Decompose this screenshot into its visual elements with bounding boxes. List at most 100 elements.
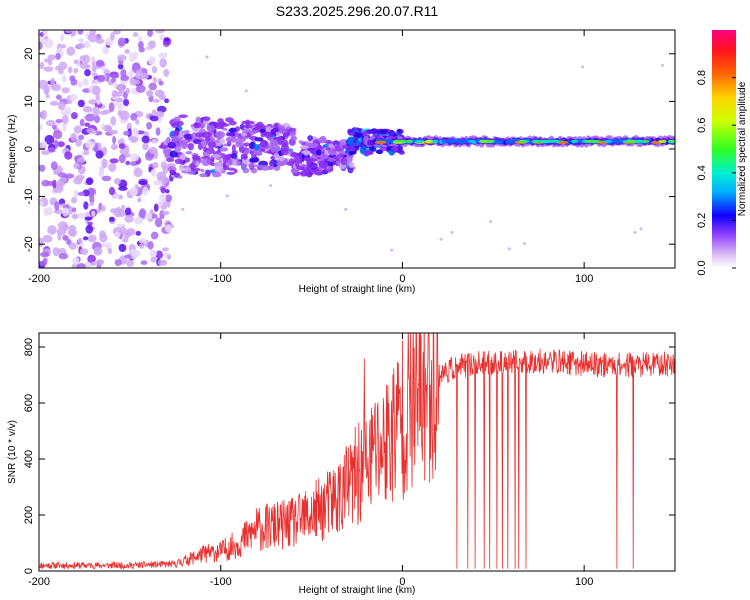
heatmap-cell bbox=[103, 124, 112, 132]
heatmap-cell bbox=[133, 216, 143, 225]
heatmap-cell bbox=[274, 145, 281, 150]
heatmap-cell bbox=[130, 136, 138, 143]
heatmap-cell bbox=[112, 135, 117, 145]
snr-xtick-label: 100 bbox=[575, 576, 593, 588]
spectrogram-ytick-label: -10 bbox=[23, 189, 35, 205]
heatmap-cell bbox=[211, 171, 222, 178]
heatmap-cell bbox=[273, 139, 278, 147]
heatmap-cell bbox=[96, 74, 106, 83]
heatmap-cell bbox=[390, 248, 394, 252]
snr-series bbox=[39, 333, 675, 570]
heatmap-cell bbox=[213, 161, 224, 168]
snr-axes: -200 -100 0 100 800 600 400 200 0 bbox=[23, 333, 675, 588]
heatmap-cell bbox=[570, 139, 579, 143]
heatmap-cell bbox=[125, 87, 131, 95]
heatmap-cell bbox=[278, 129, 288, 134]
heatmap-cell bbox=[114, 231, 121, 238]
heatmap-cell bbox=[138, 238, 147, 244]
colorbar-tick-label: 0.6 bbox=[696, 118, 708, 133]
heatmap-cell bbox=[163, 37, 170, 42]
heatmap-cell bbox=[275, 131, 281, 136]
heatmap-cell bbox=[178, 114, 188, 119]
heatmap-cell bbox=[85, 224, 94, 234]
heatmap-cell bbox=[141, 135, 150, 144]
heatmap-cell bbox=[85, 113, 95, 122]
heatmap-cell bbox=[142, 142, 149, 151]
colorbar-tick-label: 0.4 bbox=[696, 165, 708, 180]
heatmap-cell bbox=[149, 249, 157, 258]
heatmap-cell bbox=[265, 126, 272, 133]
heatmap-cell bbox=[201, 158, 211, 167]
heatmap-cell bbox=[92, 106, 101, 117]
colorbar-tick-label: 0.8 bbox=[696, 70, 708, 85]
heatmap-cell bbox=[260, 148, 266, 152]
heatmap-cell bbox=[149, 115, 159, 122]
heatmap-cell bbox=[507, 247, 511, 251]
heatmap-cell bbox=[299, 145, 309, 150]
heatmap-cell bbox=[129, 186, 138, 197]
heatmap-cell bbox=[236, 160, 241, 166]
heatmap-cell bbox=[355, 140, 361, 146]
heatmap-cell bbox=[241, 157, 250, 165]
heatmap-cell bbox=[84, 122, 91, 127]
heatmap-cell bbox=[47, 225, 57, 235]
heatmap-cell bbox=[72, 207, 77, 213]
heatmap-cell bbox=[254, 164, 261, 168]
heatmap-cell bbox=[131, 127, 139, 137]
heatmap-cell bbox=[91, 210, 96, 217]
heatmap-cell bbox=[163, 68, 170, 77]
heatmap-cell bbox=[399, 139, 408, 143]
heatmap-cell bbox=[478, 139, 487, 143]
heatmap-cell bbox=[45, 119, 56, 127]
heatmap-cell bbox=[171, 224, 175, 228]
heatmap-cell bbox=[159, 94, 166, 101]
heatmap-cell bbox=[72, 256, 80, 266]
heatmap-cell bbox=[580, 65, 584, 69]
heatmap-cell bbox=[295, 161, 300, 168]
heatmap-cell bbox=[193, 122, 202, 129]
heatmap-cell bbox=[110, 208, 117, 214]
heatmap-cell bbox=[306, 169, 311, 174]
heatmap-cell bbox=[126, 228, 136, 236]
heatmap-cell bbox=[83, 64, 91, 69]
heatmap-cell bbox=[151, 109, 157, 117]
heatmap-cell bbox=[307, 135, 313, 141]
heatmap-cell bbox=[150, 256, 157, 263]
heatmap-cell bbox=[66, 46, 76, 56]
heatmap-cell bbox=[122, 237, 129, 243]
heatmap-cell bbox=[100, 65, 107, 71]
heatmap-cell bbox=[118, 195, 123, 200]
heatmap-cell bbox=[151, 213, 158, 219]
heatmap-cell bbox=[120, 68, 127, 78]
heatmap-cell bbox=[305, 166, 312, 171]
heatmap-cell bbox=[148, 146, 158, 155]
snr-xtick-label: 0 bbox=[399, 576, 405, 588]
heatmap-cell bbox=[133, 167, 143, 178]
heatmap-cell bbox=[219, 147, 229, 152]
snr-ytick-label: 400 bbox=[23, 450, 35, 468]
heatmap-cell bbox=[158, 52, 166, 59]
heatmap-cell bbox=[241, 132, 248, 137]
heatmap-cell bbox=[76, 43, 86, 49]
heatmap-cell bbox=[138, 46, 146, 53]
heatmap-cell bbox=[167, 141, 177, 149]
heatmap-cell bbox=[52, 129, 63, 140]
heatmap-cell bbox=[39, 32, 44, 37]
heatmap-cell bbox=[68, 242, 77, 250]
heatmap-cell bbox=[200, 168, 205, 173]
heatmap-cell bbox=[270, 156, 276, 160]
heatmap-cell bbox=[604, 139, 613, 143]
heatmap-cell bbox=[220, 122, 227, 126]
heatmap-cell bbox=[273, 137, 279, 141]
heatmap-cell bbox=[42, 234, 53, 243]
heatmap-cell bbox=[225, 132, 236, 137]
heatmap-cell bbox=[87, 254, 96, 264]
snr-ytick-label: 600 bbox=[23, 394, 35, 412]
heatmap-cell bbox=[113, 30, 121, 35]
heatmap-cell bbox=[302, 150, 310, 156]
heatmap-cell bbox=[280, 148, 289, 156]
snr-ytick-label: 200 bbox=[23, 506, 35, 524]
heatmap-cell bbox=[167, 163, 176, 168]
heatmap-cell bbox=[138, 180, 148, 186]
